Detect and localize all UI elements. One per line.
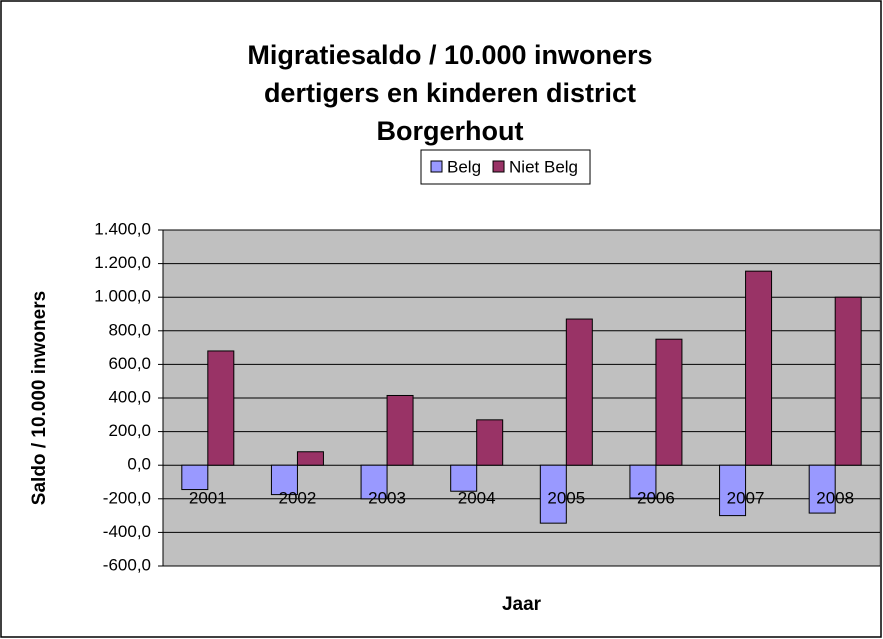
bar xyxy=(655,338,683,466)
y-axis-label: Saldo / 10.000 inwoners xyxy=(29,291,50,505)
x-tick-label: 2007 xyxy=(727,489,765,508)
y-tick-label: 0,0 xyxy=(127,455,151,474)
bar xyxy=(745,270,773,466)
y-tick-label: 1.400,0 xyxy=(94,219,151,238)
x-tick-label: 2008 xyxy=(816,489,854,508)
y-tick-label: 400,0 xyxy=(108,387,151,406)
chart-title: Migratiesaldo / 10.000 inwoners dertiger… xyxy=(247,40,653,146)
bar xyxy=(450,464,478,492)
bar xyxy=(719,464,747,517)
x-tick-label: 2003 xyxy=(368,489,406,508)
y-tick-label: -200,0 xyxy=(103,488,151,507)
x-tick-label: 2002 xyxy=(279,489,317,508)
x-tick-label: 2004 xyxy=(458,489,496,508)
bar xyxy=(360,464,388,500)
bar xyxy=(808,464,836,514)
y-tick-label: 600,0 xyxy=(108,354,151,373)
legend-label: Belg xyxy=(447,157,481,176)
x-axis-label: Jaar xyxy=(502,594,542,615)
y-tick-label: 1.000,0 xyxy=(94,287,151,306)
legend-label: Niet Belg xyxy=(509,157,578,176)
bar xyxy=(539,464,567,524)
x-tick-label: 2001 xyxy=(189,489,227,508)
legend-swatch xyxy=(492,160,505,173)
bar xyxy=(386,394,414,466)
bar xyxy=(629,464,657,499)
legend-swatch xyxy=(430,160,443,173)
bar xyxy=(207,350,235,466)
y-tick-label: 800,0 xyxy=(108,320,151,339)
bar xyxy=(476,419,504,466)
y-tick-label: -600,0 xyxy=(103,555,151,574)
bar xyxy=(270,464,298,496)
y-tick-label: 1.200,0 xyxy=(94,253,151,272)
y-tick-label: -400,0 xyxy=(103,522,151,541)
bar xyxy=(834,296,862,466)
y-tick-label: 200,0 xyxy=(108,421,151,440)
x-tick-label: 2005 xyxy=(547,489,585,508)
legend xyxy=(420,149,591,185)
bar xyxy=(181,464,209,491)
bar xyxy=(296,451,324,466)
x-tick-label: 2006 xyxy=(637,489,675,508)
bar xyxy=(565,318,593,466)
